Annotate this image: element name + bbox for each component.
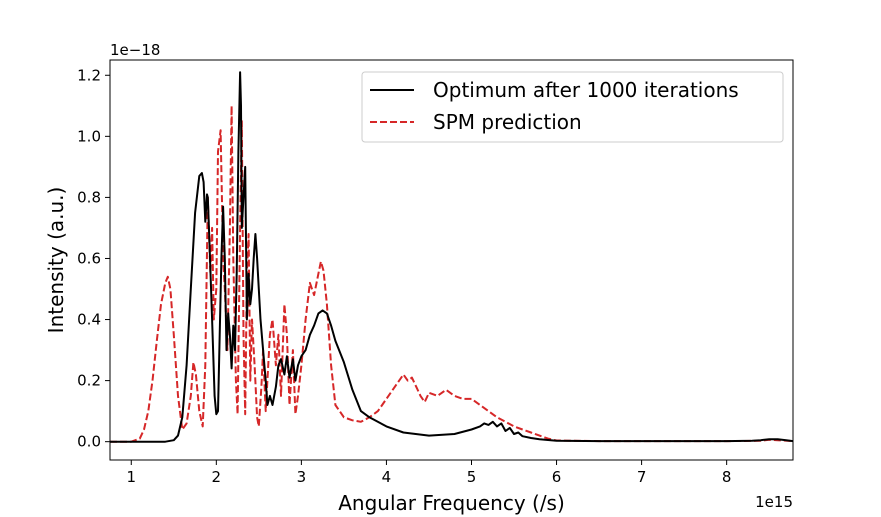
y-axis-label: Intensity (a.u.) <box>44 187 68 334</box>
y-tick-label: 0.6 <box>77 249 101 267</box>
x-axis-offset-text: 1e15 <box>755 493 793 511</box>
y-tick-label: 0.2 <box>77 372 101 390</box>
x-tick-label: 5 <box>467 468 477 486</box>
y-axis-ticks: 0.0 0.2 0.4 0.6 0.8 1.0 1.2 <box>77 66 110 451</box>
legend-label-optimum: Optimum after 1000 iterations <box>433 78 739 102</box>
y-tick-label: 1.0 <box>77 127 101 145</box>
y-tick-label: 0.0 <box>77 433 101 451</box>
y-tick-label: 0.4 <box>77 311 101 329</box>
legend-label-spm: SPM prediction <box>433 110 582 134</box>
legend: Optimum after 1000 iterations SPM predic… <box>361 71 784 143</box>
series-line-optimum <box>110 71 793 443</box>
x-tick-label: 8 <box>722 468 732 486</box>
plot-area <box>110 71 793 443</box>
y-tick-label: 0.8 <box>77 188 101 206</box>
y-tick-label: 1.2 <box>77 66 101 84</box>
x-tick-label: 2 <box>212 468 222 486</box>
x-axis-ticks: 1 2 3 4 5 6 7 8 <box>126 460 731 486</box>
x-axis-label: Angular Frequency (/s) <box>338 491 565 515</box>
axes-frame <box>109 59 794 461</box>
x-tick-label: 6 <box>552 468 562 486</box>
y-axis-offset-text: 1e−18 <box>110 41 160 59</box>
legend-box <box>361 71 784 143</box>
x-tick-label: 7 <box>637 468 647 486</box>
series-line-spm <box>110 104 793 443</box>
x-tick-label: 1 <box>126 468 136 486</box>
x-tick-label: 4 <box>382 468 392 486</box>
x-tick-label: 3 <box>297 468 307 486</box>
